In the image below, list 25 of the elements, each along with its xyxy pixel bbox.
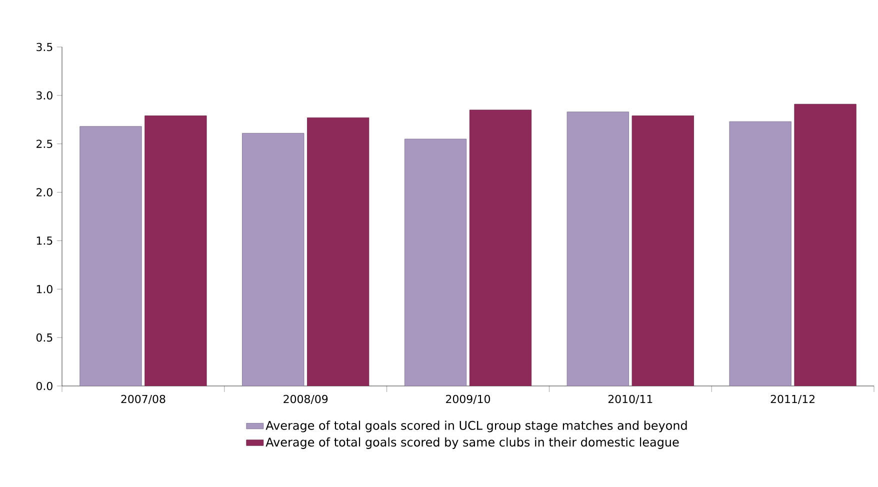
x-tick-label: 2008/09 <box>284 394 328 404</box>
y-tick-label: 1.0 <box>36 284 52 294</box>
bar <box>144 116 207 386</box>
bar <box>469 110 532 386</box>
y-tick-label: 2.5 <box>36 140 52 148</box>
y-tick-label: 0.0 <box>36 382 52 390</box>
x-tick-label: 2010/11 <box>608 394 652 404</box>
bar <box>404 138 467 386</box>
bar <box>307 117 370 386</box>
y-tick-label: 3.5 <box>36 42 52 52</box>
y-tick-label: 0.5 <box>36 333 52 342</box>
bar <box>729 121 792 386</box>
bar <box>632 116 694 386</box>
x-tick-label: 2007/08 <box>121 394 166 404</box>
y-tick-label: 2.0 <box>36 188 52 196</box>
x-tick-label: 2011/12 <box>770 394 814 404</box>
bar <box>80 126 142 386</box>
y-tick-label: 3.0 <box>36 91 52 100</box>
x-tick-label: 2009/10 <box>446 394 490 404</box>
legend-label: Average of total goals scored in UCL group stage matches and beyond <box>266 420 687 432</box>
bar <box>794 104 856 386</box>
legend-label: Average of total goals scored by same clubs in their domestic league <box>266 437 679 449</box>
bar <box>566 112 629 386</box>
y-tick-label: 1.5 <box>36 236 52 245</box>
bar <box>242 132 304 386</box>
